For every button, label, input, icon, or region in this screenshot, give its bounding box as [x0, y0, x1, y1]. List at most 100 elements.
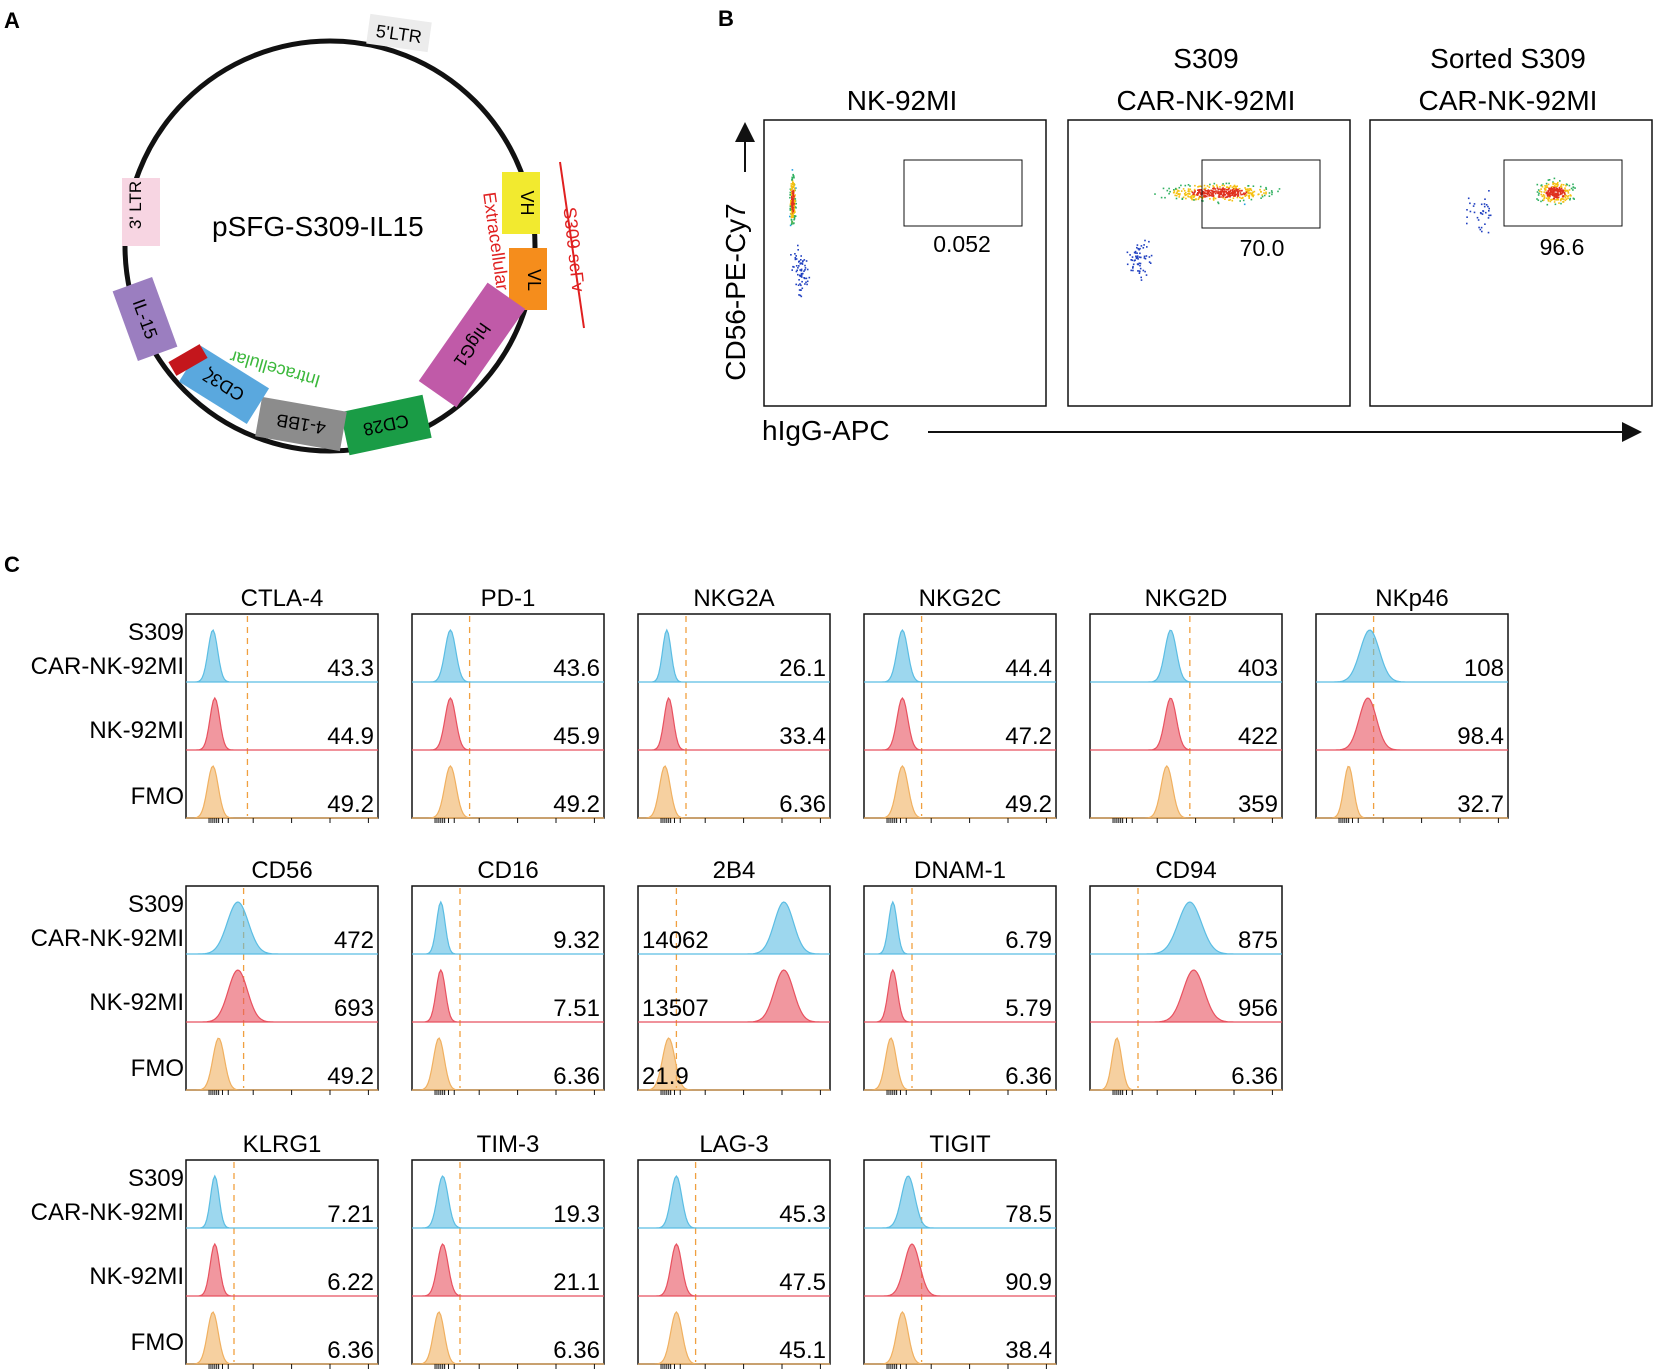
row-labels-block-1: S309 CAR-NK-92MI NK-92MI FMO: [31, 619, 184, 810]
density-dot: [1245, 188, 1247, 191]
density-dot: [1221, 184, 1224, 187]
density-dot: [793, 187, 796, 190]
density-dot: [1204, 187, 1207, 190]
density-dot: [1233, 190, 1236, 192]
density-dot: [793, 195, 795, 198]
density-dot: [1488, 190, 1490, 192]
density-dot: [1260, 197, 1262, 199]
density-dot: [1559, 180, 1561, 182]
density-dot: [1138, 248, 1140, 251]
density-dot: [1549, 193, 1552, 196]
density-dot: [1227, 189, 1229, 191]
density-dot: [1217, 192, 1220, 195]
density-dot: [1572, 183, 1574, 186]
density-dot: [1223, 188, 1225, 191]
density-dot: [792, 207, 794, 210]
density-dot: [804, 267, 807, 269]
mfi-value: 875: [1238, 927, 1278, 954]
density-dot: [1208, 190, 1211, 193]
density-dot: [1539, 190, 1541, 192]
histogram-curve: [864, 1243, 1056, 1297]
histogram-curve: [186, 969, 378, 1023]
histogram-title: NKG2A: [693, 585, 774, 612]
density-dot: [1208, 193, 1210, 196]
density-dot: [1564, 189, 1567, 191]
density-dot: [1263, 189, 1266, 191]
density-dot: [1560, 202, 1562, 205]
density-dot: [790, 191, 793, 194]
mfi-value: 45.1: [779, 1337, 826, 1364]
histogram-title: CD56: [251, 857, 312, 884]
segment-il15: IL-15: [112, 277, 178, 361]
density-dot: [1574, 187, 1576, 189]
svg-text:CAR-NK-92MI: CAR-NK-92MI: [31, 653, 184, 680]
density-dot: [1548, 179, 1551, 181]
density-dot: [1562, 198, 1564, 200]
density-dot: [1202, 196, 1204, 199]
mfi-value: 43.3: [327, 655, 374, 682]
density-dot: [1252, 191, 1254, 193]
density-dot: [799, 283, 801, 285]
mfi-value: 98.4: [1457, 723, 1504, 750]
density-dot: [793, 209, 796, 212]
density-dot: [1226, 188, 1228, 191]
mfi-value: 38.4: [1005, 1337, 1052, 1364]
mfi-value: 9.32: [553, 927, 600, 954]
density-dot: [1552, 193, 1555, 196]
density-dot: [1547, 196, 1550, 199]
density-dot: [791, 184, 794, 186]
density-dot: [1566, 189, 1569, 192]
density-dot: [793, 203, 796, 206]
density-dot: [1536, 183, 1539, 186]
density-dot: [1213, 187, 1215, 190]
density-dot: [1562, 190, 1565, 192]
mfi-value: 49.2: [553, 791, 600, 818]
density-dot: [1555, 195, 1558, 198]
mfi-value: 44.4: [1005, 655, 1052, 682]
segment-cd3z: CD3ζ: [178, 345, 270, 425]
plot-title-line2: NK-92MI: [847, 85, 957, 116]
mfi-value: 21.1: [553, 1269, 600, 1296]
density-dot: [790, 185, 793, 187]
density-dot: [1224, 194, 1227, 196]
density-dot: [1174, 194, 1176, 197]
density-dot: [1236, 196, 1239, 199]
density-dot: [804, 264, 806, 267]
density-dot: [1541, 185, 1544, 188]
density-dot: [801, 287, 804, 290]
density-dot: [1218, 195, 1221, 197]
density-dot: [800, 295, 803, 298]
density-dot: [1261, 195, 1264, 198]
density-dot: [1219, 196, 1221, 198]
density-dot: [1192, 196, 1195, 199]
density-dot: [1145, 255, 1148, 257]
density-dot: [1540, 188, 1542, 190]
density-dot: [1546, 191, 1548, 194]
mfi-value: 5.79: [1005, 995, 1052, 1022]
density-dot: [1190, 197, 1192, 199]
density-dot: [1144, 270, 1146, 273]
density-dot: [794, 258, 797, 261]
density-dot: [1210, 194, 1212, 197]
density-dot: [1138, 256, 1141, 258]
density-dot: [790, 183, 793, 185]
histogram-curve: [864, 765, 1056, 819]
density-dot: [1487, 231, 1490, 234]
histogram-pd-1: PD-1 43.6 45.9 49.2: [411, 585, 605, 823]
density-dot: [1559, 192, 1562, 195]
density-dot: [1556, 194, 1558, 197]
density-dot: [1190, 195, 1193, 197]
density-dot: [1236, 192, 1239, 194]
density-dot: [1561, 195, 1564, 197]
svg-text:3' LTR: 3' LTR: [126, 181, 145, 229]
density-dot: [798, 294, 800, 296]
density-dot: [1259, 185, 1262, 188]
density-dot: [797, 273, 799, 276]
density-dot: [1189, 188, 1192, 191]
density-dot: [1485, 204, 1488, 206]
density-dot: [792, 209, 795, 212]
density-dot: [1249, 192, 1252, 194]
density-dot: [1221, 188, 1224, 191]
density-dot: [1228, 192, 1231, 194]
density-dot: [1263, 192, 1265, 194]
